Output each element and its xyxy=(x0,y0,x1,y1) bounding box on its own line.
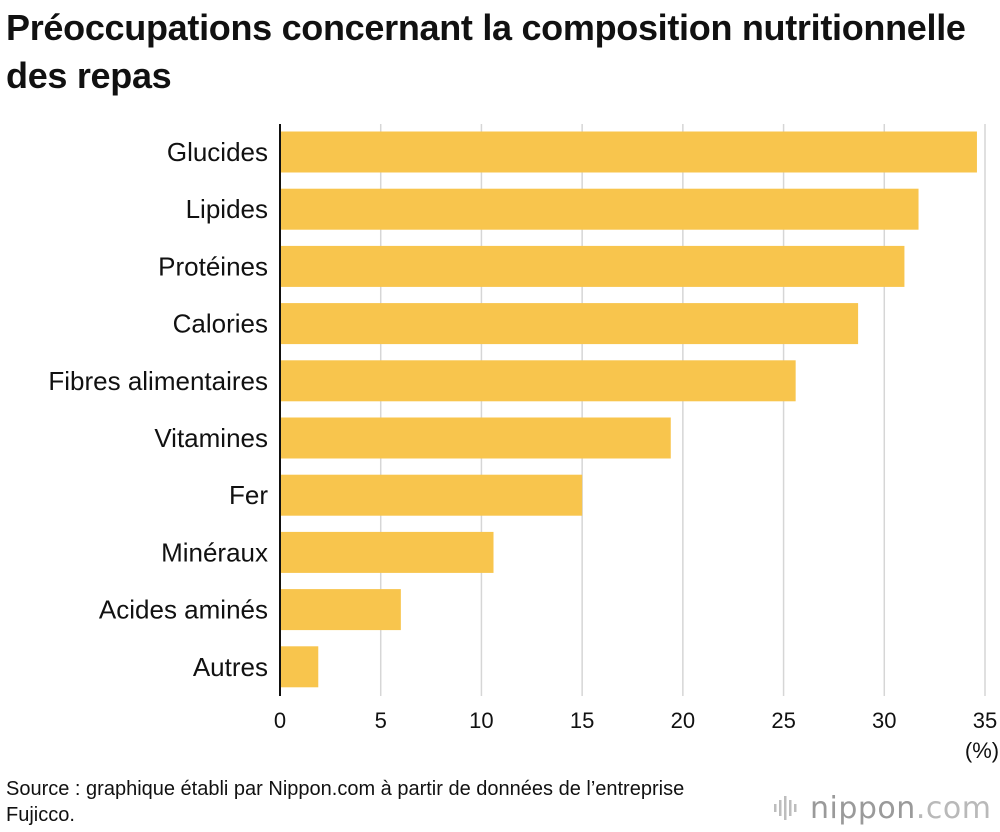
category-label: Protéines xyxy=(158,251,268,281)
bar xyxy=(280,303,859,345)
logo-suffix: .com xyxy=(915,790,992,826)
x-tick-labels: 0 5 10 15 20 25 30 35 xyxy=(274,708,997,733)
bar xyxy=(280,417,671,459)
category-labels: Glucides Lipides Protéines Calories Fibres a… xyxy=(48,137,268,682)
x-tick-label: 25 xyxy=(771,708,795,733)
bar xyxy=(280,474,583,516)
category-label: Vitamines xyxy=(154,423,268,453)
category-label: Lipides xyxy=(186,194,268,224)
bar-chart: Glucides Lipides Protéines Calories Fibres a… xyxy=(48,124,999,763)
bar xyxy=(280,589,401,631)
logo-text: nippon.com xyxy=(810,791,991,826)
logo-name: nippon xyxy=(810,790,916,826)
bar xyxy=(280,245,905,287)
x-tick-label: 30 xyxy=(872,708,896,733)
category-label: Glucides xyxy=(167,137,268,167)
x-tick-label: 20 xyxy=(671,708,695,733)
nippon-logo: nippon.com xyxy=(772,788,991,828)
category-label: Fibres alimentaires xyxy=(48,366,268,396)
category-label: Autres xyxy=(193,652,268,682)
x-tick-label: 10 xyxy=(469,708,493,733)
bar xyxy=(280,646,319,688)
source-note: Source : graphique établi par Nippon.com… xyxy=(6,778,685,826)
chart-title: Préoccupations concernant la composition… xyxy=(6,7,966,96)
x-tick-label: 35 xyxy=(973,708,997,733)
bar xyxy=(280,360,796,402)
x-axis-unit: (%) xyxy=(965,738,999,763)
bar xyxy=(280,131,977,173)
category-label: Minéraux xyxy=(161,537,268,567)
category-label: Fer xyxy=(229,480,268,510)
category-label: Acides aminés xyxy=(99,595,268,625)
x-tick-label: 0 xyxy=(274,708,286,733)
bar xyxy=(280,188,919,230)
x-tick-label: 15 xyxy=(570,708,594,733)
bar xyxy=(280,531,494,573)
x-tick-label: 5 xyxy=(375,708,387,733)
bars xyxy=(280,131,977,688)
category-label: Calories xyxy=(173,309,268,339)
logo-mark-icon xyxy=(774,796,797,820)
